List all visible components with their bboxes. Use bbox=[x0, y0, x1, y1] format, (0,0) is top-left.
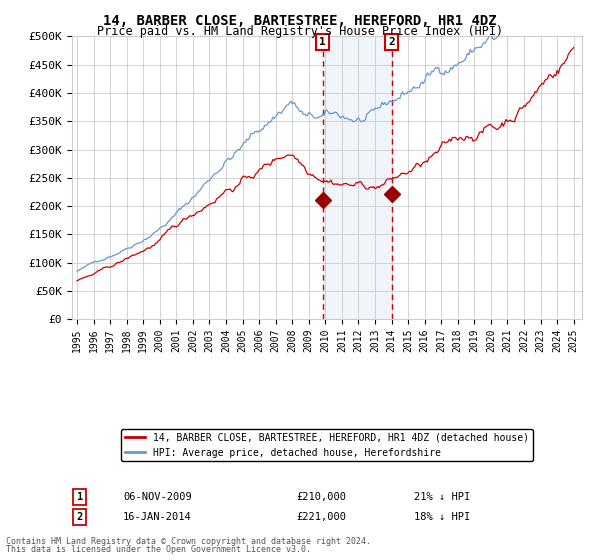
Text: This data is licensed under the Open Government Licence v3.0.: This data is licensed under the Open Gov… bbox=[6, 545, 311, 554]
Text: Contains HM Land Registry data © Crown copyright and database right 2024.: Contains HM Land Registry data © Crown c… bbox=[6, 537, 371, 546]
Text: 14, BARBER CLOSE, BARTESTREE, HEREFORD, HR1 4DZ: 14, BARBER CLOSE, BARTESTREE, HEREFORD, … bbox=[103, 14, 497, 28]
Text: 1: 1 bbox=[319, 37, 326, 47]
Text: 21% ↓ HPI: 21% ↓ HPI bbox=[414, 492, 470, 502]
Text: 2: 2 bbox=[77, 512, 83, 522]
Text: 2: 2 bbox=[388, 37, 395, 47]
Bar bbox=[323, 36, 392, 319]
Text: £221,000: £221,000 bbox=[296, 512, 346, 522]
Text: £210,000: £210,000 bbox=[296, 492, 346, 502]
Text: 1: 1 bbox=[77, 492, 83, 502]
Legend: 14, BARBER CLOSE, BARTESTREE, HEREFORD, HR1 4DZ (detached house), HPI: Average p: 14, BARBER CLOSE, BARTESTREE, HEREFORD, … bbox=[121, 429, 533, 461]
Text: Price paid vs. HM Land Registry's House Price Index (HPI): Price paid vs. HM Land Registry's House … bbox=[97, 25, 503, 38]
Text: 16-JAN-2014: 16-JAN-2014 bbox=[123, 512, 192, 522]
Text: 18% ↓ HPI: 18% ↓ HPI bbox=[414, 512, 470, 522]
Text: 06-NOV-2009: 06-NOV-2009 bbox=[123, 492, 192, 502]
